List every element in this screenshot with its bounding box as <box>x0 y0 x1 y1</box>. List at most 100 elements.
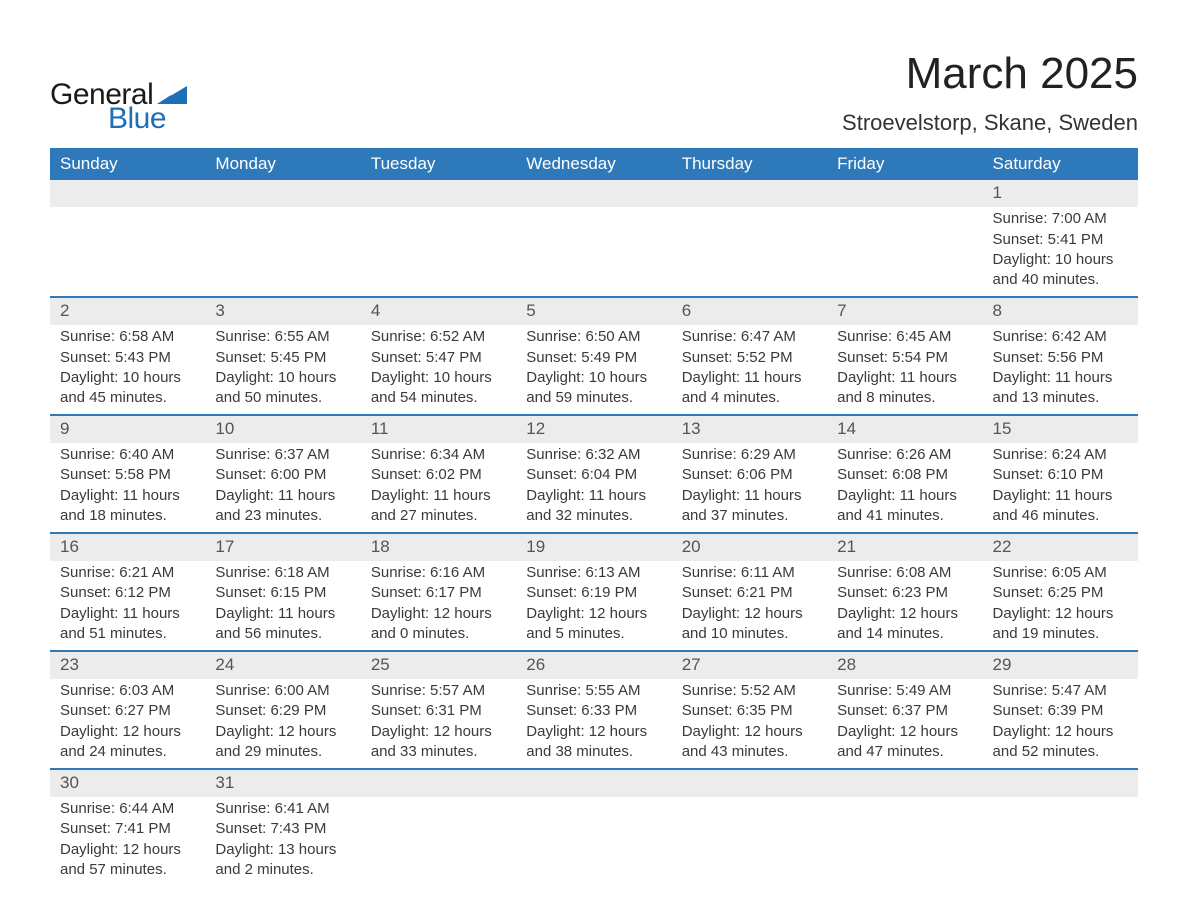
sunset-text: Sunset: 6:10 PM <box>993 465 1128 485</box>
weekday-header: Thursday <box>672 148 827 180</box>
day-content-cell <box>361 207 516 297</box>
day-number-cell: 24 <box>205 651 360 679</box>
sunrise-text: Sunrise: 6:00 AM <box>215 681 350 701</box>
day-number-cell: 27 <box>672 651 827 679</box>
calendar-daynum-row: 16171819202122 <box>50 533 1138 561</box>
daylight-text: Daylight: 11 hours <box>682 486 817 506</box>
sunrise-text: Sunrise: 6:18 AM <box>215 563 350 583</box>
sunrise-text: Sunrise: 6:55 AM <box>215 327 350 347</box>
day-content-cell: Sunrise: 5:55 AMSunset: 6:33 PMDaylight:… <box>516 679 671 769</box>
day-number-cell: 12 <box>516 415 671 443</box>
location-text: Stroevelstorp, Skane, Sweden <box>842 110 1138 136</box>
day-content-cell <box>672 797 827 886</box>
weekday-header: Monday <box>205 148 360 180</box>
daylight-text: and 38 minutes. <box>526 742 661 762</box>
daylight-text: and 33 minutes. <box>371 742 506 762</box>
calendar-daynum-row: 23242526272829 <box>50 651 1138 679</box>
sunset-text: Sunset: 6:37 PM <box>837 701 972 721</box>
sunset-text: Sunset: 7:41 PM <box>60 819 195 839</box>
daylight-text: Daylight: 11 hours <box>682 368 817 388</box>
day-content-cell <box>50 207 205 297</box>
sunrise-text: Sunrise: 6:21 AM <box>60 563 195 583</box>
sunrise-text: Sunrise: 6:41 AM <box>215 799 350 819</box>
sunset-text: Sunset: 6:17 PM <box>371 583 506 603</box>
day-number-cell: 21 <box>827 533 982 561</box>
day-content-cell: Sunrise: 6:24 AMSunset: 6:10 PMDaylight:… <box>983 443 1138 533</box>
sunset-text: Sunset: 6:27 PM <box>60 701 195 721</box>
day-content-cell <box>983 797 1138 886</box>
day-content-cell: Sunrise: 6:03 AMSunset: 6:27 PMDaylight:… <box>50 679 205 769</box>
sunrise-text: Sunrise: 6:32 AM <box>526 445 661 465</box>
day-number-cell: 7 <box>827 297 982 325</box>
sunset-text: Sunset: 5:43 PM <box>60 348 195 368</box>
weekday-header: Saturday <box>983 148 1138 180</box>
day-content-cell: Sunrise: 6:16 AMSunset: 6:17 PMDaylight:… <box>361 561 516 651</box>
day-number-cell: 8 <box>983 297 1138 325</box>
daylight-text: Daylight: 10 hours <box>993 250 1128 270</box>
daylight-text: and 57 minutes. <box>60 860 195 880</box>
sunset-text: Sunset: 6:39 PM <box>993 701 1128 721</box>
daylight-text: and 24 minutes. <box>60 742 195 762</box>
sunrise-text: Sunrise: 5:55 AM <box>526 681 661 701</box>
day-content-cell: Sunrise: 6:00 AMSunset: 6:29 PMDaylight:… <box>205 679 360 769</box>
sunset-text: Sunset: 6:23 PM <box>837 583 972 603</box>
day-number-cell <box>50 180 205 207</box>
day-number-cell: 5 <box>516 297 671 325</box>
sunset-text: Sunset: 6:33 PM <box>526 701 661 721</box>
day-content-cell: Sunrise: 6:26 AMSunset: 6:08 PMDaylight:… <box>827 443 982 533</box>
sunset-text: Sunset: 6:15 PM <box>215 583 350 603</box>
day-number-cell: 6 <box>672 297 827 325</box>
day-number-cell: 28 <box>827 651 982 679</box>
sunrise-text: Sunrise: 6:42 AM <box>993 327 1128 347</box>
daylight-text: Daylight: 12 hours <box>215 722 350 742</box>
daylight-text: Daylight: 11 hours <box>371 486 506 506</box>
day-content-cell: Sunrise: 6:50 AMSunset: 5:49 PMDaylight:… <box>516 325 671 415</box>
sunset-text: Sunset: 6:25 PM <box>993 583 1128 603</box>
day-content-cell: Sunrise: 6:37 AMSunset: 6:00 PMDaylight:… <box>205 443 360 533</box>
sunrise-text: Sunrise: 5:49 AM <box>837 681 972 701</box>
day-content-cell: Sunrise: 6:32 AMSunset: 6:04 PMDaylight:… <box>516 443 671 533</box>
daylight-text: and 2 minutes. <box>215 860 350 880</box>
page: General Blue March 2025 Stroevelstorp, S… <box>0 0 1188 886</box>
weekday-header: Wednesday <box>516 148 671 180</box>
day-number-cell: 13 <box>672 415 827 443</box>
daylight-text: Daylight: 11 hours <box>993 368 1128 388</box>
day-content-cell: Sunrise: 6:42 AMSunset: 5:56 PMDaylight:… <box>983 325 1138 415</box>
day-number-cell <box>827 180 982 207</box>
sunrise-text: Sunrise: 6:08 AM <box>837 563 972 583</box>
day-number-cell: 31 <box>205 769 360 797</box>
calendar-table: SundayMondayTuesdayWednesdayThursdayFrid… <box>50 148 1138 886</box>
daylight-text: Daylight: 11 hours <box>526 486 661 506</box>
daylight-text: and 46 minutes. <box>993 506 1128 526</box>
sunset-text: Sunset: 5:52 PM <box>682 348 817 368</box>
day-number-cell: 22 <box>983 533 1138 561</box>
sunset-text: Sunset: 5:54 PM <box>837 348 972 368</box>
daylight-text: Daylight: 11 hours <box>837 486 972 506</box>
day-number-cell: 29 <box>983 651 1138 679</box>
daylight-text: Daylight: 12 hours <box>682 604 817 624</box>
day-number-cell: 9 <box>50 415 205 443</box>
daylight-text: and 45 minutes. <box>60 388 195 408</box>
day-number-cell <box>361 769 516 797</box>
daylight-text: and 37 minutes. <box>682 506 817 526</box>
daylight-text: Daylight: 11 hours <box>60 604 195 624</box>
daylight-text: and 0 minutes. <box>371 624 506 644</box>
daylight-text: and 54 minutes. <box>371 388 506 408</box>
daylight-text: and 10 minutes. <box>682 624 817 644</box>
day-content-cell: Sunrise: 6:29 AMSunset: 6:06 PMDaylight:… <box>672 443 827 533</box>
weekday-header: Friday <box>827 148 982 180</box>
daylight-text: Daylight: 12 hours <box>682 722 817 742</box>
day-number-cell: 4 <box>361 297 516 325</box>
sunrise-text: Sunrise: 6:34 AM <box>371 445 506 465</box>
sunrise-text: Sunrise: 6:45 AM <box>837 327 972 347</box>
day-content-cell: Sunrise: 5:47 AMSunset: 6:39 PMDaylight:… <box>983 679 1138 769</box>
day-number-cell <box>827 769 982 797</box>
daylight-text: Daylight: 12 hours <box>371 604 506 624</box>
daylight-text: Daylight: 10 hours <box>526 368 661 388</box>
month-title: March 2025 <box>842 50 1138 98</box>
day-content-cell: Sunrise: 6:18 AMSunset: 6:15 PMDaylight:… <box>205 561 360 651</box>
day-number-cell: 14 <box>827 415 982 443</box>
sunset-text: Sunset: 6:19 PM <box>526 583 661 603</box>
day-number-cell: 18 <box>361 533 516 561</box>
day-content-cell: Sunrise: 6:45 AMSunset: 5:54 PMDaylight:… <box>827 325 982 415</box>
